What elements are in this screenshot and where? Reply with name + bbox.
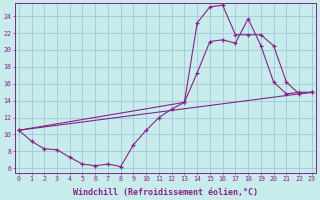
X-axis label: Windchill (Refroidissement éolien,°C): Windchill (Refroidissement éolien,°C): [73, 188, 258, 197]
